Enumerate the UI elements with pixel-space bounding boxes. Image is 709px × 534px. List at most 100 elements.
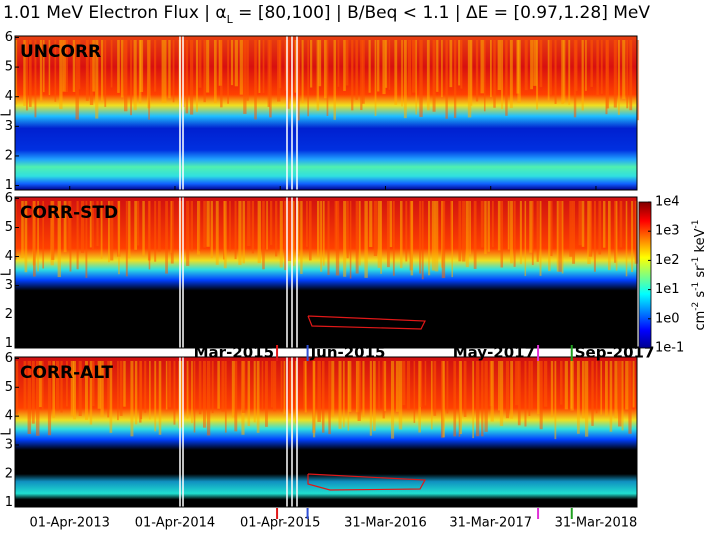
spectrogram-streak <box>230 40 234 86</box>
event-label: Mar-2015 <box>194 344 274 362</box>
colorbar-tick-label: 1e0 <box>655 311 680 326</box>
spectrogram-streak <box>346 201 349 259</box>
spectrogram-streak <box>206 201 210 247</box>
spectrogram-streak <box>418 361 421 433</box>
colorbar-label-part: s <box>693 291 708 302</box>
spectrogram-streak <box>247 201 251 247</box>
spectrogram-streak <box>613 40 617 108</box>
spectrogram-streak <box>618 361 622 427</box>
spectrogram-streak <box>539 40 543 88</box>
spectrogram-streak <box>360 40 363 111</box>
event-label: Jun-2015 <box>310 344 386 362</box>
spectrogram-streak <box>412 40 416 93</box>
y-tick-label: 4 <box>5 409 13 424</box>
spectrogram-streak <box>107 361 110 418</box>
spectrogram-streak <box>369 201 373 247</box>
spectrogram-streak <box>480 201 484 248</box>
panel-label: UNCORR <box>20 42 101 62</box>
spectrogram-streak <box>480 40 484 94</box>
spectrogram-streak <box>498 361 500 411</box>
spectrogram-streak <box>524 361 527 427</box>
event-label: May-2017 <box>453 344 535 362</box>
spectrogram-streak <box>554 361 557 440</box>
x-tick-label: 31-Mar-2018 <box>555 516 638 531</box>
spectrogram-streak <box>374 40 377 116</box>
spectrogram-streak <box>304 361 307 413</box>
spectrogram-streak <box>217 361 220 409</box>
spectrogram-streak <box>91 361 95 407</box>
spectrogram-streak <box>123 361 126 407</box>
spectrogram-streak <box>117 361 119 421</box>
spectrogram-streak <box>142 201 145 256</box>
spectrogram-streak <box>80 201 85 253</box>
spectrogram-streak <box>561 40 564 105</box>
spectrogram-streak <box>186 361 189 419</box>
spectrogram-streak <box>241 361 246 413</box>
spectrogram-streak <box>35 361 40 436</box>
y-tick-label: 1 <box>5 495 13 510</box>
spectrogram-streak <box>419 201 422 274</box>
spectrogram-streak <box>148 201 151 270</box>
spectrogram-streak <box>37 201 39 272</box>
spectrogram-streak <box>581 361 585 419</box>
spectrogram-streak <box>33 201 36 277</box>
spectrogram-streak <box>234 40 238 87</box>
spectrogram-streak <box>157 201 161 252</box>
spectrogram-streak <box>609 361 613 432</box>
spectrogram-streak <box>361 40 365 104</box>
spectrogram-streak <box>179 201 183 250</box>
spectrogram-streak <box>76 201 79 270</box>
spectrogram-streak <box>110 201 114 261</box>
spectrogram-streak <box>395 361 399 412</box>
spectrogram-streak <box>598 201 602 255</box>
spectrogram-streak <box>399 201 403 269</box>
spectrogram-streak <box>469 201 471 255</box>
spectrogram-streak <box>220 40 223 108</box>
spectrogram-streak <box>133 40 137 111</box>
spectrogram-streak <box>301 40 304 104</box>
spectrogram-streak <box>89 201 92 248</box>
spectrogram-streak <box>345 40 349 86</box>
colorbar <box>638 201 652 349</box>
spectrogram-streak <box>549 40 552 96</box>
y-tick-label: 1 <box>5 336 13 351</box>
spectrogram-streak <box>286 40 290 109</box>
spectrogram-streak <box>547 40 550 101</box>
spectrogram-streak <box>75 40 79 120</box>
spectrogram-streak <box>591 361 594 426</box>
spectrogram-streak <box>24 201 28 273</box>
spectrogram-streak <box>21 201 24 258</box>
spectrogram-streak <box>581 201 585 247</box>
spectrogram-streak <box>576 361 580 434</box>
spectrogram-streak <box>89 40 94 105</box>
spectrogram-streak <box>23 40 26 106</box>
spectrogram-streak <box>537 361 540 415</box>
spectrogram-streak <box>604 361 608 417</box>
spectrogram-streak <box>78 40 81 90</box>
spectrogram-streak <box>347 361 350 431</box>
spectrogram-streak <box>28 40 32 107</box>
y-tick-label: 3 <box>5 437 13 452</box>
spectrogram-streak <box>441 201 446 278</box>
spectrogram-streak <box>530 361 533 409</box>
spectrogram-streak <box>451 201 453 278</box>
spectrogram-streak <box>297 40 300 121</box>
spectrogram-streak <box>85 201 88 278</box>
spectrogram-streak <box>476 361 480 437</box>
x-tick-label: 01-Apr-2014 <box>135 516 215 531</box>
spectrogram-streak <box>234 201 237 260</box>
spectrogram-streak <box>269 40 272 118</box>
spectrogram-streak <box>628 361 632 434</box>
spectrogram-streak <box>197 201 200 255</box>
spectrogram-streak <box>419 40 423 117</box>
colorbar-tick-label: 1e-1 <box>655 341 684 356</box>
y-tick-label: 5 <box>5 380 13 395</box>
spectrogram-streak <box>441 361 444 438</box>
spectrogram-streak <box>318 40 322 87</box>
spectrogram-streak <box>497 201 501 251</box>
spectrogram-streak <box>614 201 617 263</box>
y-tick-label: 6 <box>5 191 13 206</box>
spectrogram-streak <box>462 201 466 262</box>
spectrogram-streak <box>458 201 462 262</box>
spectrogram-streak <box>258 40 261 93</box>
